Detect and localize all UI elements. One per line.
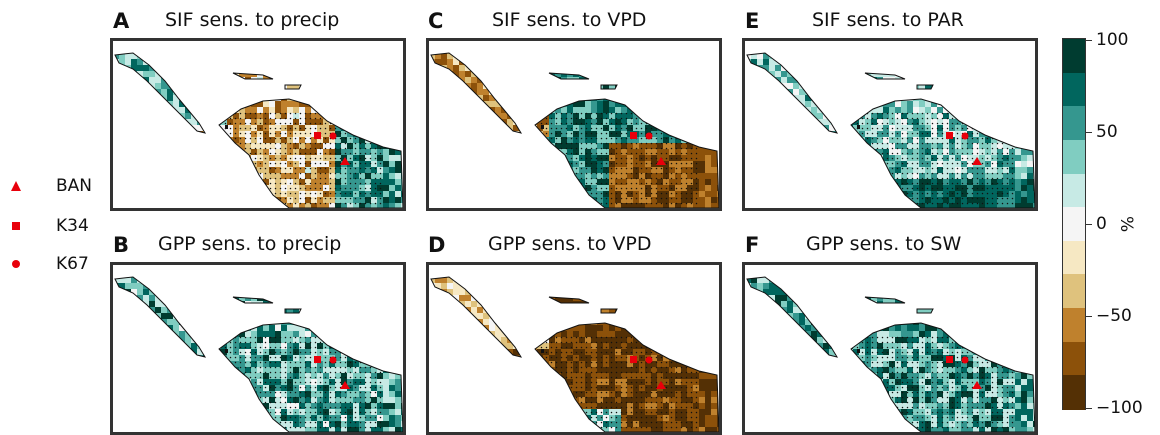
map-canvas	[429, 265, 719, 432]
legend-label: K34	[56, 216, 89, 236]
circle-marker-icon	[10, 258, 22, 270]
sensitivity-field	[429, 265, 719, 432]
island	[541, 125, 544, 129]
panel-title: GPP sens. to SW	[806, 233, 961, 255]
map-canvas	[113, 265, 403, 432]
panel-title: SIF sens. to VPD	[492, 9, 646, 31]
panel-title: SIF sens. to precip	[165, 9, 339, 31]
panel-letter: F	[745, 233, 759, 257]
colorbar-segment	[1063, 39, 1085, 74]
site-marker-k34	[314, 132, 321, 139]
colorbar-tick	[1086, 132, 1092, 133]
panel-title: GPP sens. to precip	[158, 233, 341, 255]
colorbar-tick-label: 0	[1096, 214, 1107, 234]
map-panel-e	[742, 38, 1038, 211]
map-panel-b	[110, 262, 406, 435]
map-panel-f	[742, 262, 1038, 435]
panel-letter: A	[113, 9, 129, 33]
legend-label: BAN	[56, 176, 92, 196]
colorbar-tick-label: −100	[1096, 398, 1143, 418]
colorbar	[1062, 38, 1086, 410]
site-marker-k67	[646, 357, 653, 364]
sensitivity-field	[429, 41, 719, 208]
colorbar-segment	[1063, 140, 1085, 175]
island	[857, 349, 860, 353]
panel-letter: D	[428, 233, 445, 257]
panel-letter: E	[745, 9, 759, 33]
map-canvas	[745, 41, 1035, 208]
colorbar-segment	[1063, 342, 1085, 377]
island	[225, 349, 228, 353]
colorbar-segment	[1063, 174, 1085, 209]
colorbar-segment	[1063, 308, 1085, 343]
sensitivity-field	[745, 265, 1035, 432]
island	[541, 349, 544, 353]
map-panel-d	[426, 262, 722, 435]
square-marker-icon	[10, 220, 22, 232]
site-marker-k67	[962, 357, 969, 364]
site-marker-k67	[330, 357, 337, 364]
map-canvas	[113, 41, 403, 208]
colorbar-segment	[1063, 274, 1085, 309]
sensitivity-field	[113, 41, 403, 208]
colorbar-tick	[1086, 408, 1092, 409]
panel-title: GPP sens. to VPD	[488, 233, 652, 255]
colorbar-tick	[1086, 224, 1092, 225]
colorbar-tick-label: −50	[1096, 306, 1132, 326]
island	[857, 125, 860, 129]
colorbar-tick	[1086, 316, 1092, 317]
panel-letter: C	[428, 9, 443, 33]
colorbar-tick-label: 50	[1096, 122, 1118, 142]
colorbar-segment	[1063, 241, 1085, 276]
colorbar-tick-label: 100	[1096, 30, 1128, 50]
map-canvas	[429, 41, 719, 208]
sensitivity-field	[745, 41, 1035, 208]
site-legend: BAN K34 K67	[0, 170, 110, 270]
sensitivity-field	[113, 265, 403, 432]
map-panel-c	[426, 38, 722, 211]
map-canvas	[745, 265, 1035, 432]
colorbar-unit-label: %	[1116, 216, 1136, 232]
colorbar-tick	[1086, 40, 1092, 41]
colorbar-segment	[1063, 375, 1085, 410]
colorbar-segment	[1063, 207, 1085, 242]
site-marker-k34	[946, 356, 953, 363]
site-marker-k67	[330, 133, 337, 140]
panel-title: SIF sens. to PAR	[812, 9, 964, 31]
site-marker-k34	[946, 132, 953, 139]
panel-letter: B	[113, 233, 129, 257]
site-marker-k34	[314, 356, 321, 363]
site-marker-k34	[630, 132, 637, 139]
site-marker-k67	[962, 133, 969, 140]
site-marker-k34	[630, 356, 637, 363]
legend-label: K67	[56, 254, 89, 274]
site-marker-k67	[646, 133, 653, 140]
colorbar-segment	[1063, 73, 1085, 108]
island	[225, 125, 228, 129]
colorbar-segment	[1063, 106, 1085, 141]
triangle-marker-icon	[10, 180, 22, 192]
map-panel-a	[110, 38, 406, 211]
